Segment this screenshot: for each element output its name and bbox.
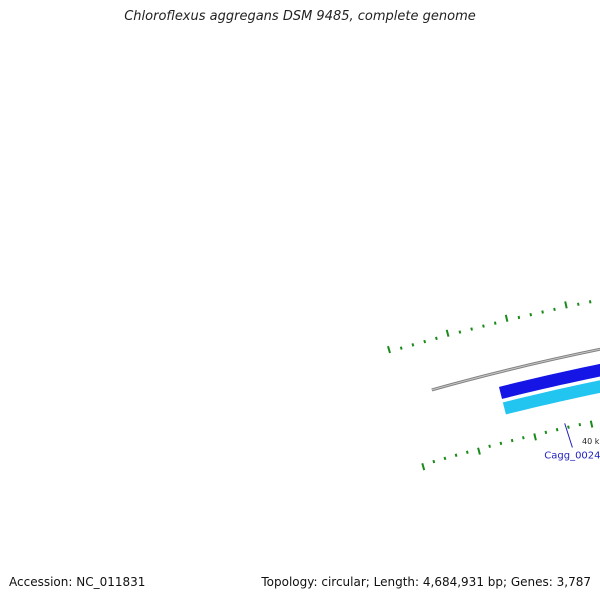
minor-tick <box>578 422 582 427</box>
major-tick <box>387 345 391 354</box>
major-tick <box>533 433 537 441</box>
minor-tick <box>470 327 473 331</box>
gene-cog-band <box>502 379 600 416</box>
feature-track <box>498 363 600 416</box>
minor-tick <box>454 453 458 457</box>
major-tick <box>589 420 594 428</box>
backbone-circle-outer-highlight <box>431 348 600 391</box>
minor-tick <box>588 300 592 304</box>
gene-label: Cagg_0024 <box>544 451 600 462</box>
minor-tick <box>522 436 525 440</box>
minor-tick <box>567 425 570 429</box>
major-tick <box>564 301 568 309</box>
gene-arrow <box>498 363 600 400</box>
minor-tick <box>529 312 533 317</box>
minor-tick <box>510 438 514 443</box>
gene-labels: Cagg_0024Cagg_0025Cagg_0026Cagg_0027Cagg… <box>544 423 600 462</box>
tick-label: 40 kbp <box>582 437 600 446</box>
minor-tick <box>541 310 544 314</box>
gene-label-connector <box>564 423 573 448</box>
minor-tick <box>435 336 438 341</box>
minor-tick <box>411 343 415 347</box>
minor-tick <box>577 302 580 306</box>
backbone <box>431 347 600 392</box>
minor-tick <box>553 307 556 312</box>
minor-tick <box>432 459 436 464</box>
major-tick <box>445 329 450 337</box>
accession-text: Accession: NC_011831 <box>9 575 146 589</box>
genome-summary: Topology: circular; Length: 4,684,931 bp… <box>261 575 591 589</box>
major-tick <box>421 463 426 471</box>
minor-tick <box>544 430 548 435</box>
minor-tick <box>465 450 469 454</box>
minor-tick <box>517 315 521 320</box>
minor-tick <box>555 427 559 432</box>
minor-tick <box>482 324 485 328</box>
inner-tick-track: 40 kbp41 kbp42 kbp43 kbp44 kbp45 kbp46 k… <box>421 420 600 471</box>
minor-tick <box>443 456 447 461</box>
minor-tick <box>493 321 497 325</box>
minor-tick <box>423 339 427 344</box>
minor-tick <box>399 346 403 350</box>
major-tick <box>477 447 481 455</box>
outer-tick-track <box>387 300 592 354</box>
map-title: Chloroflexus aggregans DSM 9485, complet… <box>124 9 476 24</box>
minor-tick <box>458 330 462 334</box>
minor-tick <box>499 441 503 446</box>
minor-tick <box>488 444 491 448</box>
major-tick <box>504 314 509 322</box>
